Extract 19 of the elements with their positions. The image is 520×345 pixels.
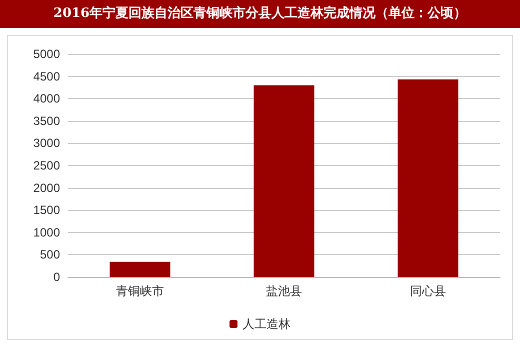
y-tick-label: 3000	[33, 136, 60, 150]
y-tick-label: 4500	[33, 69, 60, 84]
y-tick-label: 0	[53, 270, 60, 284]
y-tick-label: 2000	[33, 180, 60, 195]
y-tick-label: 3500	[33, 114, 60, 128]
y-tick-label: 4000	[33, 92, 60, 106]
y-tick-label: 2500	[33, 158, 60, 172]
bar	[254, 85, 314, 277]
x-tick-label: 盐池县	[266, 284, 302, 298]
y-tick-label: 500	[40, 248, 60, 262]
y-tick-label: 1000	[33, 225, 60, 240]
bar	[398, 79, 458, 277]
y-tick-label: 5000	[33, 47, 60, 61]
x-tick-label: 青铜峡市	[116, 284, 164, 298]
y-tick-label: 1500	[33, 203, 60, 218]
bar	[110, 262, 170, 277]
x-tick-label: 同心县	[410, 284, 446, 298]
chart-title: 2016年宁夏回族自治区青铜峡市分县人工造林完成情况（单位：公顷）	[0, 0, 520, 28]
legend-label: 人工造林	[242, 317, 290, 331]
